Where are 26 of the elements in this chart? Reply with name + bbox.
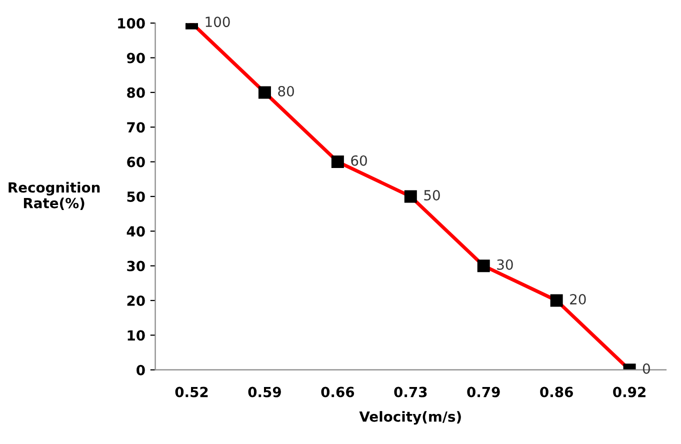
y-tick-label: 10 [128,330,145,341]
y-tick-label: 40 [126,226,145,237]
data-label: 80 [278,86,294,96]
data-label: 50 [424,190,440,200]
x-tick-label: 0.59 [248,386,281,398]
data-label: 20 [570,294,586,305]
x-tick-label: 0.52 [175,386,208,398]
y-tick-label: 30 [127,260,145,272]
x-tick-label: 0.66 [321,386,354,398]
x-tick-label: 0.73 [394,386,427,398]
y-axis-title: Recognition Rate(%) [8,182,100,210]
x-tick-label: 0.79 [467,386,500,398]
x-tick-label: 0.86 [540,386,573,398]
data-label: 30 [497,259,513,270]
data-label: 100 [206,16,230,28]
x-axis-title: Velocity(m/s) [359,411,461,425]
y-tick-label: 100 [118,18,145,29]
y-tick-label: 70 [127,122,145,133]
x-tick-label: 0.92 [613,386,646,398]
data-label: 60 [351,155,367,166]
y-tick-label: 50 [127,191,145,202]
y-tick-label: 80 [127,87,145,98]
y-tick-label: 90 [126,52,145,64]
y-tick-label: 0 [136,364,145,376]
y-tick-label: 60 [127,156,145,168]
y-tick-label: 20 [127,295,145,306]
